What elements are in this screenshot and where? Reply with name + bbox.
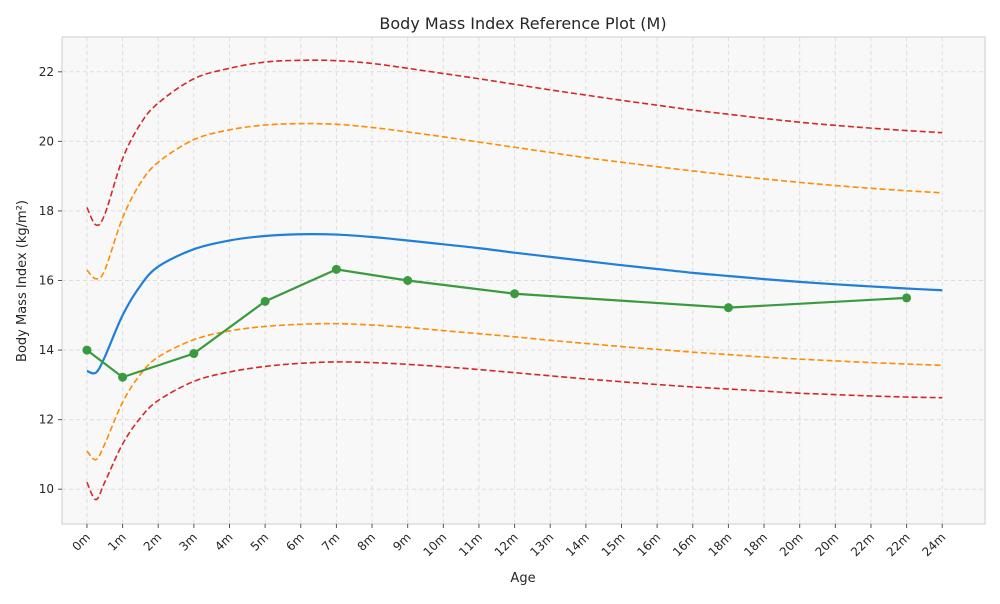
x-tick-label: 12m (492, 530, 521, 559)
chart-title: Body Mass Index Reference Plot (M) (379, 14, 666, 33)
x-tick-label: 7m (319, 530, 343, 554)
x-axis-label: Age (510, 571, 535, 586)
x-tick-label: 2m (141, 530, 165, 554)
x-axis-ticks: 0m 1m 2m 3m 4m 5m 6m 7m 8m 9m 10m 11m 12m 13m 14m 15m 16… (70, 524, 948, 559)
series-point-patient (403, 276, 413, 285)
x-tick-label: 10m (420, 530, 449, 559)
series-line-median (86, 233, 943, 375)
series-point-patient (902, 293, 912, 303)
x-tick-label: 13m (527, 530, 556, 559)
x-tick-label: 22m (884, 530, 913, 559)
x-tick-label: 4m (212, 530, 236, 554)
y-tick-label: 20 (39, 134, 54, 148)
series-line-outer-lower (86, 361, 943, 501)
plot-area (61, 36, 986, 525)
x-tick-label: 5m (248, 530, 272, 554)
series-point-patient (510, 289, 520, 299)
series-point-patient (82, 345, 92, 355)
x-tick-label: 11m (456, 530, 485, 559)
y-tick-label: 18 (39, 204, 54, 218)
series-layer (82, 59, 943, 501)
x-tick-label: 14m (563, 530, 592, 559)
series-point-patient (723, 303, 733, 313)
y-axis-label: Body Mass Index (kg/m²) (15, 200, 30, 362)
x-tick-label: 18m (706, 530, 735, 559)
series-line-inner-lower (86, 322, 943, 461)
y-tick-label: 10 (39, 482, 54, 496)
x-tick-label: 22m (848, 530, 877, 559)
y-axis-ticks: 10 12 14 16 18 20 22 (39, 65, 62, 496)
x-tick-label: 20m (777, 530, 806, 559)
x-tick-label: 0m (70, 530, 94, 554)
y-tick-label: 14 (39, 343, 54, 357)
y-tick-label: 12 (39, 413, 54, 427)
x-tick-label: 1m (105, 530, 129, 554)
x-tick-label: 6m (283, 530, 307, 554)
series-point-patient (331, 264, 341, 274)
y-tick-label: 16 (39, 274, 54, 288)
series-line-outer-upper (86, 59, 943, 227)
x-tick-label: 16m (670, 530, 699, 559)
series-point-patient (118, 372, 128, 382)
x-tick-label: 18m (741, 530, 770, 559)
series-line-inner-upper (86, 122, 943, 280)
x-tick-label: 8m (355, 530, 379, 554)
series-point-patient (260, 296, 270, 306)
series-point-patient (189, 349, 199, 359)
x-tick-label: 3m (176, 530, 200, 554)
x-tick-label: 9m (390, 530, 414, 554)
x-tick-label: 15m (599, 530, 628, 559)
x-tick-label: 20m (812, 530, 841, 559)
x-tick-label: 24m (919, 530, 948, 559)
x-tick-label: 16m (634, 530, 663, 559)
y-tick-label: 22 (39, 65, 54, 79)
